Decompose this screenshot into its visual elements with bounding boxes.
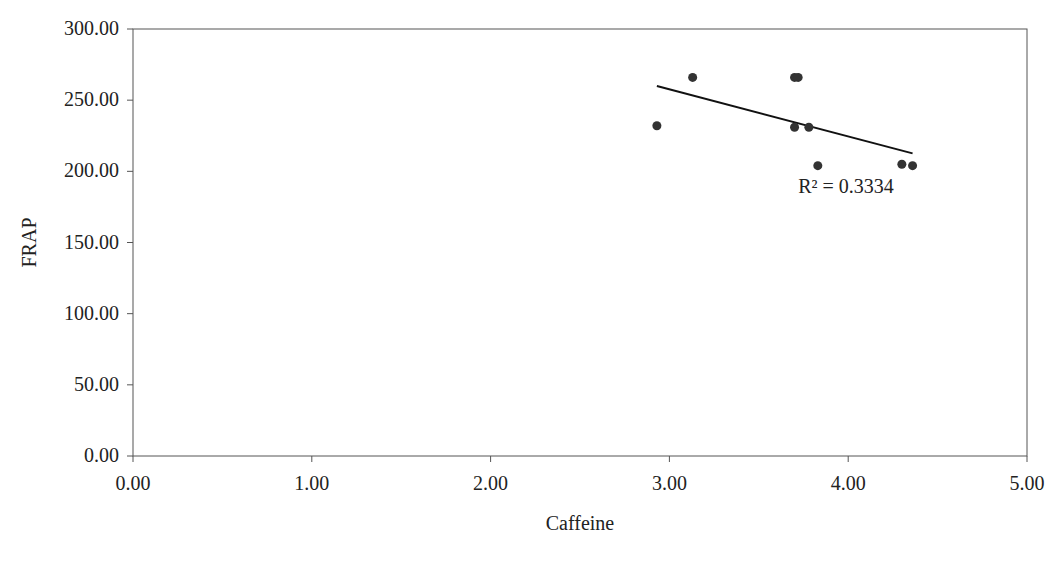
chart-root: 0.00 50.00 100.00 150.00 200.00 250.00 300.00 0…	[0, 0, 1064, 562]
y-tick-label: 0.00	[84, 444, 119, 466]
y-tick-label: 250.00	[64, 88, 119, 110]
x-tick-label: 3.00	[652, 472, 687, 494]
point	[897, 160, 906, 169]
y-tick	[127, 242, 133, 243]
x-tick	[490, 456, 491, 462]
y-tick	[127, 29, 133, 30]
chart: 0.00 50.00 100.00 150.00 200.00 250.00 300.00 0…	[0, 0, 1064, 562]
x-tick	[311, 456, 312, 462]
plot-marks	[652, 73, 917, 170]
x-axis-title: Caffeine	[546, 512, 615, 534]
y-tick-label: 50.00	[74, 373, 119, 395]
x-tick-label: 1.00	[294, 472, 329, 494]
point	[813, 161, 822, 170]
y-tick	[127, 313, 133, 314]
point	[794, 73, 803, 82]
trend-line	[657, 86, 913, 153]
x-tick	[669, 456, 670, 462]
point	[790, 123, 799, 132]
y-tick	[127, 456, 133, 457]
x-tick	[848, 456, 849, 462]
x-tick-label: 2.00	[473, 472, 508, 494]
y-tick	[127, 100, 133, 101]
point	[804, 123, 813, 132]
y-axis-title: FRAP	[18, 217, 40, 267]
x-tick	[133, 456, 134, 462]
y-tick-label: 150.00	[64, 231, 119, 253]
point	[688, 73, 697, 82]
x-tick-label: 0.00	[116, 472, 151, 494]
x-tick-label: 5.00	[1010, 472, 1045, 494]
point	[908, 161, 917, 170]
y-tick-label: 100.00	[64, 302, 119, 324]
point	[652, 121, 661, 130]
plot-frame	[133, 29, 1027, 456]
y-tick	[127, 384, 133, 385]
annotation: R² = 0.3334	[798, 175, 894, 197]
y-tick-label: 200.00	[64, 159, 119, 181]
x-tick-label: 4.00	[831, 472, 866, 494]
x-tick	[1027, 456, 1028, 462]
y-tick	[127, 171, 133, 172]
y-tick-label: 300.00	[64, 17, 119, 39]
